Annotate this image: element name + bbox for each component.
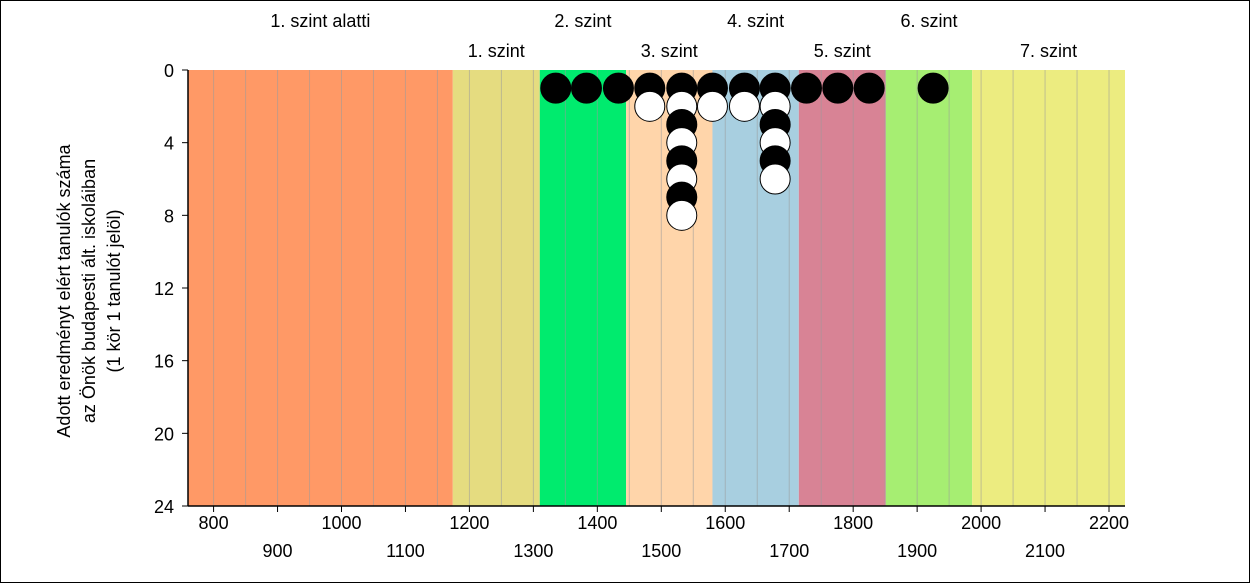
band-label: 1. szint alatti: [270, 11, 370, 31]
x-tick-label: 1800: [833, 513, 873, 533]
y-tick-label: 12: [154, 279, 174, 299]
y-axis-label-line: Adott eredményt elért tanulók száma: [54, 143, 74, 437]
band-label: 2. szint: [554, 11, 611, 31]
band-3: [539, 70, 627, 506]
student-dot-filled: [853, 72, 885, 104]
student-dot-open: [728, 90, 760, 122]
y-tick-label: 16: [154, 352, 174, 372]
band-label: 1. szint: [468, 41, 525, 61]
x-tick-label: 1900: [897, 541, 937, 561]
student-dot-open: [634, 90, 666, 122]
student-dot-open: [759, 163, 791, 195]
band-6: [798, 70, 886, 506]
student-dot-filled: [570, 72, 602, 104]
y-axis-label-line: az Önök budapesti ált. iskoláiban: [79, 159, 99, 423]
x-tick-label: 2000: [961, 513, 1001, 533]
axes: 0 4 8 12 16 20 24 800 1000 1200 1400 1600 1800 2000 22…: [154, 61, 1129, 561]
x-tick-label: 1500: [641, 541, 681, 561]
student-dot-open: [696, 90, 728, 122]
x-tick-label: 900: [263, 541, 293, 561]
x-tick-label: 2100: [1025, 541, 1065, 561]
student-dot-filled: [822, 72, 854, 104]
student-dot-filled: [540, 72, 572, 104]
band-labels: 1. szint alatti 1. szint 2. szint 3. szint 4…: [270, 11, 1077, 61]
band-label: 4. szint: [727, 11, 784, 31]
band-1: [188, 70, 453, 506]
student-dot-filled: [602, 72, 634, 104]
x-tick-label: 1300: [513, 541, 553, 561]
level-bands: [188, 70, 1125, 506]
band-label: 5. szint: [814, 41, 871, 61]
x-tick-label: 1000: [321, 513, 361, 533]
x-tick-label: 1700: [769, 541, 809, 561]
band-label: 7. szint: [1020, 41, 1077, 61]
y-tick-label: 4: [164, 134, 174, 154]
y-tick-label: 0: [164, 61, 174, 81]
y-axis-label: Adott eredményt elért tanulók száma az Ön…: [54, 143, 124, 437]
y-tick-label: 24: [154, 497, 174, 517]
x-tick-label: 2200: [1089, 513, 1129, 533]
student-dot-filled: [917, 72, 949, 104]
band-2: [452, 70, 540, 506]
band-7: [885, 70, 973, 506]
band-label: 6. szint: [900, 11, 957, 31]
x-tick-label: 1100: [386, 541, 425, 561]
grid-lines: [213, 70, 1110, 506]
x-tick-label: 1200: [449, 513, 489, 533]
y-tick-label: 20: [154, 424, 174, 444]
y-tick-label: 8: [164, 206, 174, 226]
data-points: [540, 72, 949, 231]
student-dot-filled: [790, 72, 822, 104]
y-axis-label-line: (1 kör 1 tanulót jelöl): [104, 209, 124, 372]
x-tick-label: 1600: [705, 513, 745, 533]
student-dot-open: [666, 199, 698, 231]
x-tick-label: 1400: [577, 513, 617, 533]
band-8: [972, 70, 1125, 506]
band-label: 3. szint: [641, 41, 698, 61]
x-tick-label: 800: [199, 513, 229, 533]
